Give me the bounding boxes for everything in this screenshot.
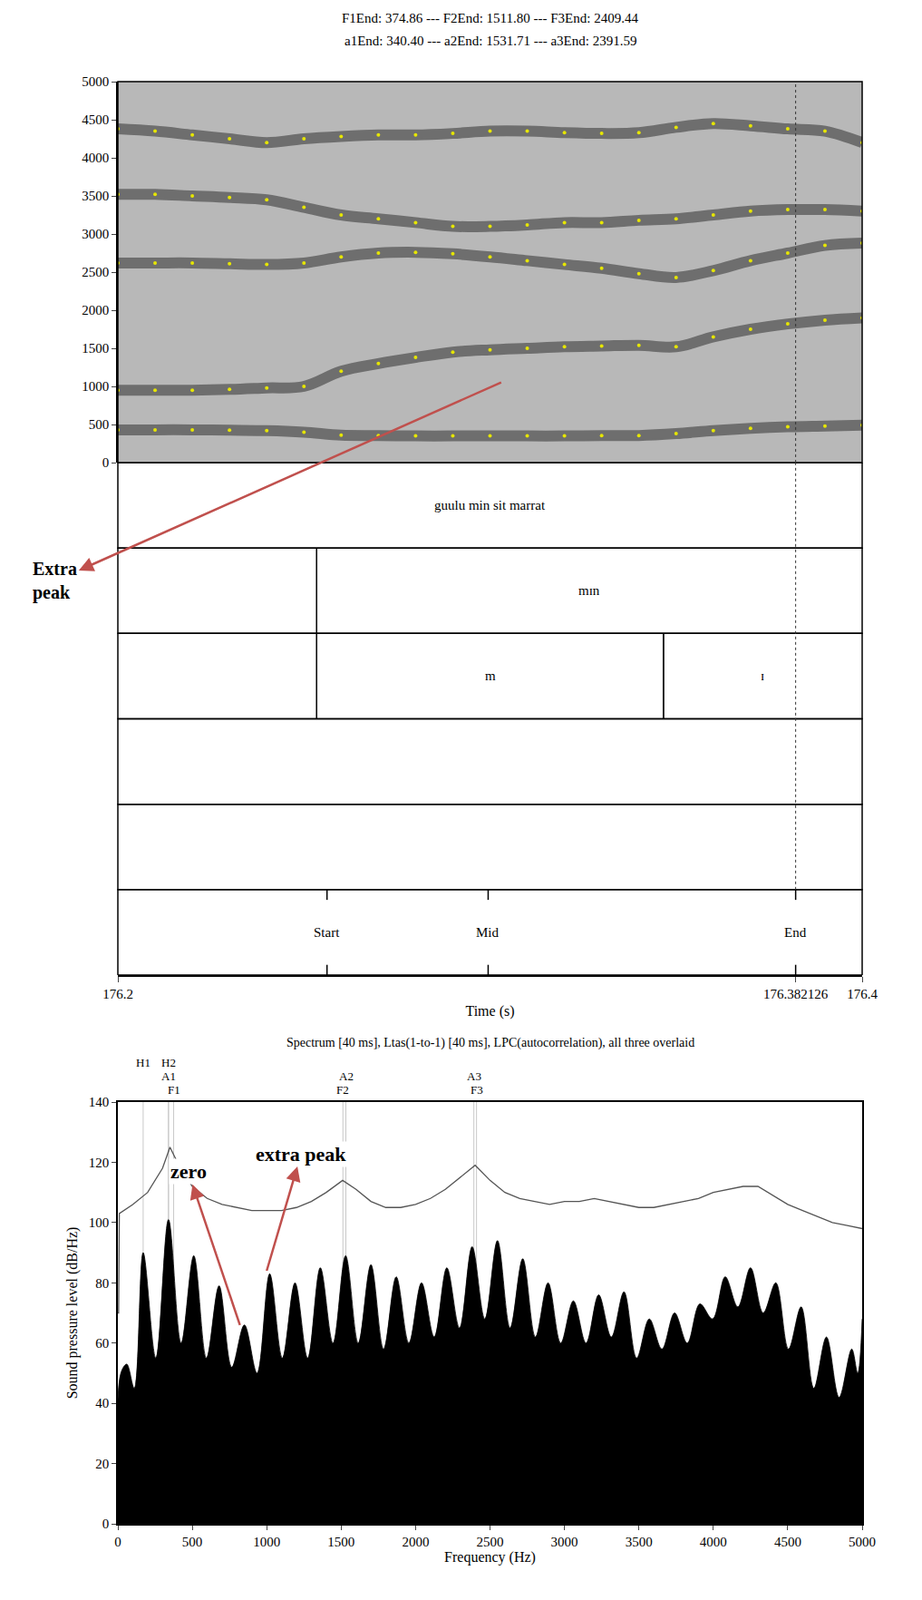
svg-text:ɪ: ɪ <box>760 668 765 683</box>
svg-text:Mid: Mid <box>475 924 500 940</box>
svg-text:176.382126: 176.382126 <box>763 986 829 1001</box>
svg-text:Start: Start <box>313 924 340 940</box>
svg-text:176.4: 176.4 <box>846 986 878 1001</box>
svg-text:guulu min sit marrat: guulu min sit marrat <box>434 497 546 513</box>
svg-text:0: 0 <box>102 1515 110 1531</box>
svg-text:120: 120 <box>88 1154 110 1170</box>
svg-text:Time (s): Time (s) <box>465 1002 515 1020</box>
svg-text:1000: 1000 <box>81 378 109 394</box>
svg-text:H1: H1 <box>135 1055 151 1069</box>
svg-text:4500: 4500 <box>81 112 109 127</box>
svg-text:m: m <box>485 668 496 683</box>
svg-text:3000: 3000 <box>551 1533 579 1549</box>
svg-text:5000: 5000 <box>848 1533 876 1549</box>
svg-text:0: 0 <box>102 455 110 470</box>
svg-text:2000: 2000 <box>81 302 109 318</box>
svg-text:500: 500 <box>182 1533 204 1549</box>
svg-text:F2: F2 <box>336 1082 350 1097</box>
svg-text:a1End: 340.40 --- a2End: 1531.: a1End: 340.40 --- a2End: 1531.71 --- a3E… <box>344 33 637 49</box>
svg-text:2000: 2000 <box>401 1533 429 1549</box>
svg-text:1500: 1500 <box>81 340 109 356</box>
svg-text:4500: 4500 <box>774 1533 802 1549</box>
svg-text:500: 500 <box>88 417 110 432</box>
svg-text:1000: 1000 <box>252 1533 281 1549</box>
svg-text:H2: H2 <box>161 1055 176 1069</box>
svg-text:3000: 3000 <box>81 226 109 242</box>
svg-text:mɪn: mɪn <box>578 582 601 598</box>
svg-text:End: End <box>784 924 807 940</box>
svg-text:3500: 3500 <box>81 188 109 204</box>
svg-text:40: 40 <box>95 1395 109 1410</box>
svg-text:2500: 2500 <box>81 264 109 280</box>
svg-text:F1: F1 <box>167 1082 181 1097</box>
svg-text:1500: 1500 <box>327 1533 355 1549</box>
svg-text:4000: 4000 <box>81 150 109 165</box>
svg-text:F1End: 374.86 --- F2End: 1511.: F1End: 374.86 --- F2End: 1511.80 --- F3E… <box>341 10 639 26</box>
svg-text:100: 100 <box>88 1214 110 1230</box>
svg-text:A1: A1 <box>161 1068 176 1083</box>
svg-text:0: 0 <box>114 1533 122 1549</box>
svg-text:A3: A3 <box>466 1068 482 1083</box>
svg-text:Sound pressure level (dB/Hz): Sound pressure level (dB/Hz) <box>64 1226 81 1399</box>
svg-text:176.2: 176.2 <box>102 986 134 1001</box>
svg-text:Frequency (Hz): Frequency (Hz) <box>444 1548 536 1565</box>
svg-text:5000: 5000 <box>81 74 109 89</box>
svg-text:Extrapeak: Extrapeak <box>32 558 78 603</box>
svg-text:20: 20 <box>95 1455 109 1471</box>
svg-text:Spectrum [40 ms], Ltas(1-to-1): Spectrum [40 ms], Ltas(1-to-1) [40 ms], … <box>286 1035 695 1050</box>
svg-text:80: 80 <box>95 1275 109 1291</box>
svg-text:extra peak: extra peak <box>255 1142 347 1165</box>
svg-text:140: 140 <box>88 1094 110 1109</box>
svg-text:A2: A2 <box>339 1068 354 1083</box>
svg-text:60: 60 <box>95 1335 109 1350</box>
svg-text:zero: zero <box>170 1159 207 1183</box>
svg-text:F3: F3 <box>470 1082 484 1097</box>
svg-text:3500: 3500 <box>625 1533 653 1549</box>
svg-text:2500: 2500 <box>476 1533 505 1549</box>
svg-text:4000: 4000 <box>699 1533 728 1549</box>
